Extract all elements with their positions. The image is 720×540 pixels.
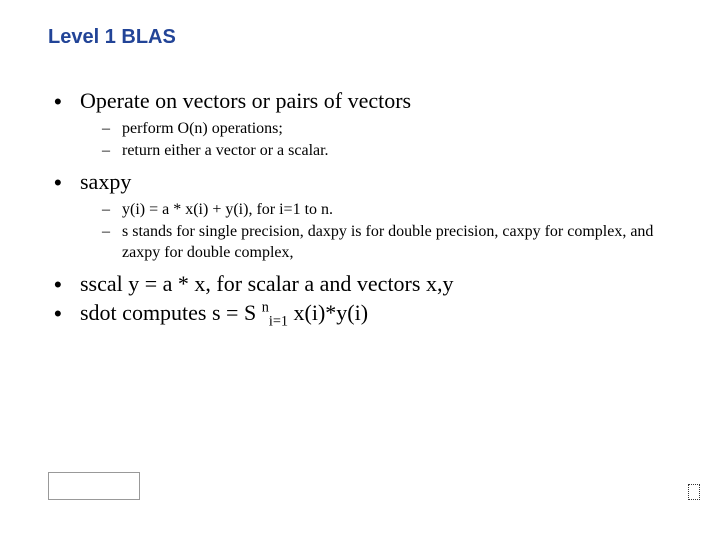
- footer-glyph-placeholder: [688, 484, 700, 500]
- text-suffix: x(i)*y(i): [288, 300, 368, 325]
- sub-item: s stands for single precision, daxpy is …: [122, 222, 672, 264]
- sub-item: perform O(n) operations;: [122, 119, 672, 140]
- bullet-list: Operate on vectors or pairs of vectors p…: [48, 87, 672, 332]
- bullet-text: sscal y = a * x, for scalar a and vector…: [80, 271, 453, 296]
- sub-list: y(i) = a * x(i) + y(i), for i=1 to n. s …: [80, 200, 672, 264]
- subscript: i=1: [269, 314, 288, 330]
- bullet-text: sdot computes s = S ni=1 x(i)*y(i): [80, 300, 368, 325]
- sub-item: return either a vector or a scalar.: [122, 141, 672, 162]
- text-prefix: sdot computes s = S: [80, 300, 262, 325]
- bullet-item: saxpy y(i) = a * x(i) + y(i), for i=1 to…: [80, 168, 672, 264]
- bullet-item: sdot computes s = S ni=1 x(i)*y(i): [80, 299, 672, 331]
- slide-title: Level 1 BLAS: [48, 26, 672, 49]
- bullet-text: Operate on vectors or pairs of vectors: [80, 88, 411, 113]
- sub-item: y(i) = a * x(i) + y(i), for i=1 to n.: [122, 200, 672, 221]
- bullet-item: Operate on vectors or pairs of vectors p…: [80, 87, 672, 162]
- bullet-item: sscal y = a * x, for scalar a and vector…: [80, 270, 672, 298]
- superscript: n: [262, 300, 269, 316]
- footer-placeholder-box: [48, 472, 140, 500]
- slide-container: Level 1 BLAS Operate on vectors or pairs…: [0, 0, 720, 540]
- sub-list: perform O(n) operations; return either a…: [80, 119, 672, 163]
- bullet-text: saxpy: [80, 169, 131, 194]
